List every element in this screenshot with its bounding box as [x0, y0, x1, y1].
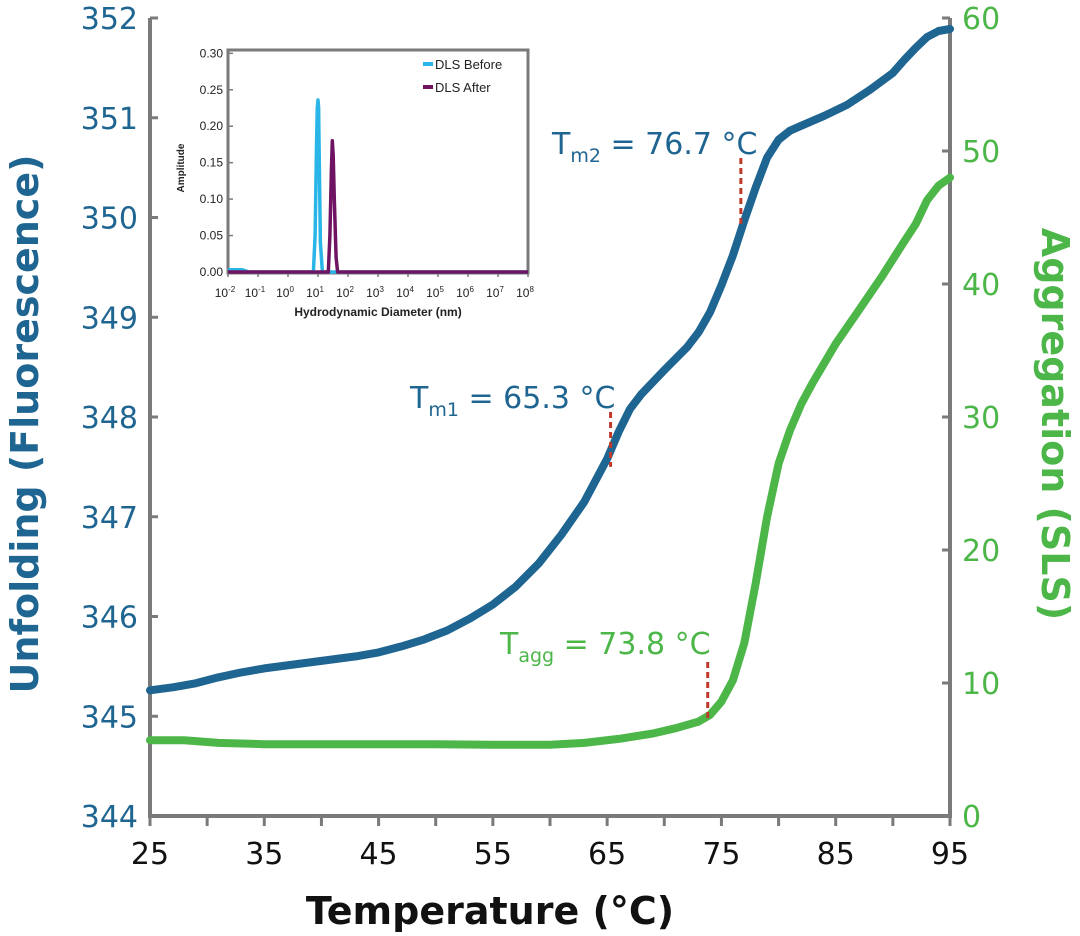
dls-inset-chart: 0.00 0.05 0.10 0.15 0.20 0.25 0.30 10-2 10-1 100 1… [176, 46, 534, 319]
y-left-tick-label: 346 [81, 601, 138, 636]
inset-legend: DLS Before DLS After [423, 57, 502, 95]
y-left-tick-label: 348 [81, 401, 138, 436]
annotation-label: Tagg = 73.8 °C [499, 627, 711, 667]
y-right-tick-label: 10 [962, 667, 1000, 702]
x-tick-label: 55 [474, 837, 512, 872]
inset-series-line [228, 139, 528, 274]
y-left-tick-label: 352 [81, 2, 138, 37]
inset-y-tick-label: 0.25 [200, 83, 224, 97]
inset-x-tick-label: 102 [336, 285, 354, 300]
inset-x-tick-label: 104 [396, 285, 414, 300]
y-right-axis-title: Aggregation (SLS) [1033, 228, 1077, 620]
y-left-axis-title: Unfolding (Fluorescence) [3, 155, 47, 694]
y-right-tick-label: 0 [962, 800, 981, 835]
inset-y-tick-label: 0.00 [200, 265, 224, 279]
y-right-tick-label: 40 [962, 268, 1000, 303]
inset-x-axis-title: Hydrodynamic Diameter (nm) [294, 305, 461, 319]
main-series-layer [146, 25, 954, 749]
x-tick-label: 25 [131, 837, 169, 872]
inset-y-tick-label: 0.20 [200, 119, 224, 133]
inset-x-tick-label: 10-1 [245, 285, 266, 300]
inset-y-tick-label: 0.05 [200, 229, 224, 243]
legend-label-dls-after: DLS After [435, 80, 491, 95]
inset-x-tick-label: 10-2 [215, 285, 236, 300]
x-tick-label: 75 [702, 837, 740, 872]
y-left-tick-label: 349 [81, 301, 138, 336]
y-left-tick-label: 345 [81, 700, 138, 735]
legend-label-dls-before: DLS Before [435, 57, 502, 72]
unfolding-curve [146, 25, 954, 695]
x-tick-label: 65 [588, 837, 626, 872]
annotation-label: Tm1 = 65.3 °C [409, 381, 615, 421]
aggregation-curve [146, 173, 954, 749]
inset-x-tick-label: 103 [366, 285, 384, 300]
inset-x-tick-label: 101 [306, 285, 324, 300]
x-axis-title: Temperature (°C) [306, 889, 674, 933]
annotation-label: Tm2 = 76.7 °C [551, 127, 757, 167]
x-tick-label: 35 [245, 837, 283, 872]
main-ticks-layer: 3443453463473483493503513520102030405060… [81, 2, 1000, 872]
inset-x-tick-label: 107 [486, 285, 504, 300]
inset-y-axis-title: Amplitude [176, 143, 187, 192]
y-left-tick-label: 344 [81, 800, 138, 835]
inset-y-tick-label: 0.10 [200, 192, 224, 206]
y-right-tick-label: 20 [962, 534, 1000, 569]
x-tick-label: 95 [931, 837, 969, 872]
inset-x-tick-label: 100 [276, 285, 294, 300]
y-left-tick-label: 351 [81, 102, 138, 137]
annotations-layer: Tm2 = 76.7 °C Tm1 = 65.3 °C Tagg = 73.8 °C [409, 127, 757, 719]
y-left-tick-label: 347 [81, 501, 138, 536]
inset-x-tick-label: 106 [456, 285, 474, 300]
y-right-tick-label: 30 [962, 401, 1000, 436]
y-right-tick-label: 60 [962, 2, 1000, 37]
inset-x-tick-label: 108 [516, 285, 534, 300]
y-left-tick-label: 350 [81, 202, 138, 237]
inset-x-tick-label: 105 [426, 285, 444, 300]
inset-series-layer [228, 98, 528, 274]
inset-ticks-layer: 0.00 0.05 0.10 0.15 0.20 0.25 0.30 10-2 10-1 100 1… [200, 46, 535, 300]
y-right-tick-label: 50 [962, 135, 1000, 170]
x-tick-label: 85 [817, 837, 855, 872]
inset-y-tick-label: 0.30 [200, 46, 224, 60]
inset-y-tick-label: 0.15 [200, 156, 224, 170]
x-tick-label: 45 [359, 837, 397, 872]
inset-background [226, 48, 530, 275]
